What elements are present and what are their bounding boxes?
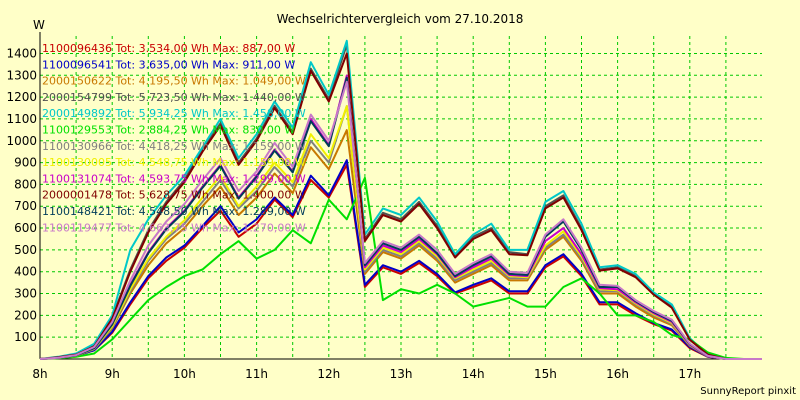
series-line-2000001478	[39, 52, 762, 360]
y-tick-label: 1400	[6, 46, 37, 60]
y-tick-label: 600	[14, 221, 37, 235]
y-tick-label: 700	[14, 199, 37, 213]
x-tick-label: 11h	[245, 367, 268, 381]
y-axis-label: W	[33, 18, 45, 32]
x-tick-label: 13h	[390, 367, 413, 381]
legend-entry-1100096436: 1100096436 Tot: 3.534,00 Wh Max: 887,00 …	[42, 42, 295, 55]
legend: 1100096436 Tot: 3.534,00 Wh Max: 887,00 …	[42, 42, 306, 234]
x-tick-label: 12h	[317, 367, 340, 381]
legend-entry-1100148421: 1100148421 Tot: 4.548,50 Wh Max: 1.289,0…	[42, 205, 306, 218]
axes: 100 200 300 400 500 600 700 800 900 1000 1100 1200 1…	[6, 32, 762, 381]
series-lines	[39, 39, 762, 360]
legend-entry-1100131074: 1100131074 Tot: 4.593,75 Wh Max: 1.299,0…	[42, 172, 306, 185]
legend-entry-1100119477: 1100119477 Tot: 4.663,75 Wh Max: 1.270,0…	[42, 221, 306, 234]
x-tick-label: 14h	[462, 367, 485, 381]
x-tick-label: 10h	[173, 367, 196, 381]
legend-entry-1100129553: 1100129553 Tot: 2.884,25 Wh Max: 830,00 …	[42, 124, 295, 137]
x-tick-label: 15h	[534, 367, 557, 381]
legend-entry-1100130966: 1100130966 Tot: 4.418,25 Wh Max: 1.159,0…	[42, 140, 306, 153]
y-tick-label: 800	[14, 177, 37, 191]
y-tick-label: 900	[14, 156, 37, 170]
chart-title: Wechselrichtervergleich vom 27.10.2018	[277, 12, 524, 26]
series-line-1100129553	[39, 176, 762, 360]
legend-entry-2000150622: 2000150622 Tot: 4.195,50 Wh Max: 1.049,0…	[42, 75, 306, 88]
y-tick-label: 100	[14, 330, 37, 344]
legend-entry-2000149892: 2000149892 Tot: 5.934,25 Wh Max: 1.458,0…	[42, 107, 306, 120]
y-tick-label: 1100	[6, 112, 37, 126]
legend-entry-2000001478: 2000001478 Tot: 5.628,75 Wh Max: 1.400,0…	[42, 189, 306, 202]
grid	[40, 36, 762, 359]
y-tick-label: 1000	[6, 134, 37, 148]
x-tick-label: 8h	[32, 367, 47, 381]
y-tick-label: 500	[14, 243, 37, 257]
legend-entry-1100130005: 1100130005 Tot: 4.548,75 Wh Max: 1.159,0…	[42, 156, 306, 169]
x-tick-label: 9h	[105, 367, 120, 381]
y-tick-label: 1200	[6, 90, 37, 104]
series-line-2000150622	[39, 129, 762, 360]
y-tick-label: 400	[14, 265, 37, 279]
y-tick-label: 300	[14, 287, 37, 301]
series-line-1100096541	[39, 159, 762, 360]
series-line-2000149892	[39, 39, 762, 360]
y-tick-label: 200	[14, 308, 37, 322]
legend-entry-2000154799: 2000154799 Tot: 5.723,50 Wh Max: 1.440,0…	[42, 91, 306, 104]
x-tick-label: 16h	[606, 367, 629, 381]
y-tick-label: 1300	[6, 68, 37, 82]
legend-entry-1100096541: 1100096541 Tot: 3.635,00 Wh Max: 911,00 …	[42, 58, 295, 71]
footer-credit: SunnyReport pinxit	[700, 386, 796, 397]
x-tick-label: 17h	[678, 367, 701, 381]
series-line-1100119477	[39, 80, 762, 360]
